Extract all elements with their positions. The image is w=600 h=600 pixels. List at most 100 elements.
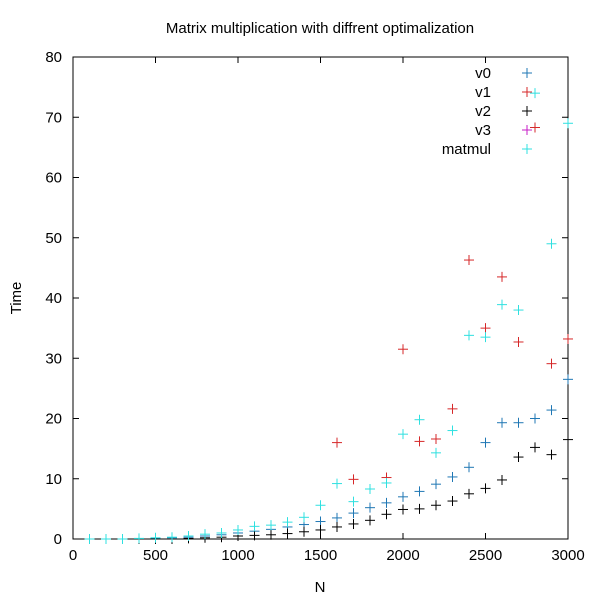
point-v1 — [447, 403, 458, 414]
point-v2 — [447, 496, 458, 507]
point-matmul — [563, 118, 573, 129]
point-matmul — [216, 527, 227, 538]
point-matmul — [332, 478, 342, 489]
point-matmul — [414, 414, 425, 425]
point-v1 — [398, 344, 408, 355]
point-v2 — [497, 474, 507, 485]
point-matmul — [84, 534, 95, 544]
point-v2 — [348, 518, 359, 529]
point-matmul — [233, 524, 243, 535]
point-matmul — [167, 532, 177, 543]
point-v0 — [315, 516, 326, 527]
point-v2 — [563, 434, 573, 445]
chart-title: Matrix multiplication with diffrent opti… — [166, 20, 474, 37]
point-v0 — [332, 512, 342, 523]
point-matmul — [348, 496, 359, 507]
point-v0 — [563, 374, 573, 385]
point-matmul — [266, 520, 276, 531]
point-v2 — [315, 524, 326, 535]
point-v2 — [282, 528, 293, 539]
point-v1 — [497, 271, 507, 282]
legend-marker-v3 — [522, 125, 532, 135]
point-v1 — [348, 474, 359, 485]
point-v2 — [398, 504, 408, 515]
axis-ticks: 0 500 1000 1500 2000 2500 3000 0 10 20 30 40 50 60 70 8… — [45, 49, 584, 564]
legend-label-matmul: matmul — [442, 141, 491, 158]
point-v2 — [414, 503, 425, 514]
x-tick-label: 1000 — [221, 547, 254, 564]
point-v0 — [447, 471, 458, 482]
point-matmul — [497, 299, 507, 310]
point-v2 — [530, 442, 540, 453]
point-v2 — [546, 449, 557, 460]
x-axis-label: N — [315, 579, 326, 596]
x-tick-label: 2000 — [386, 547, 419, 564]
point-v0 — [530, 413, 540, 424]
x-tick-label: 1500 — [304, 547, 337, 564]
point-matmul — [398, 429, 408, 440]
point-v2 — [480, 483, 491, 494]
point-v0 — [546, 405, 557, 416]
point-v1 — [530, 122, 540, 133]
point-matmul — [134, 533, 144, 544]
legend-marker-v2 — [522, 106, 532, 116]
x-tick-label: 3000 — [551, 547, 584, 564]
legend-marker-matmul — [522, 144, 532, 154]
y-tick-label: 70 — [45, 109, 62, 126]
legend-marker-v1 — [522, 87, 532, 97]
point-matmul — [299, 512, 309, 523]
point-v2 — [464, 488, 474, 499]
legend-marker-v0 — [522, 68, 532, 78]
point-matmul — [150, 532, 161, 543]
point-matmul — [183, 530, 194, 541]
point-v1 — [480, 323, 491, 334]
point-matmul — [513, 305, 524, 316]
point-matmul — [101, 534, 111, 544]
plot-area-border — [72, 56, 569, 540]
point-v2 — [381, 509, 392, 520]
point-matmul — [200, 529, 210, 540]
point-v1 — [563, 333, 573, 344]
point-v0 — [480, 437, 491, 448]
point-v1 — [431, 433, 441, 444]
y-tick-label: 80 — [45, 49, 62, 66]
data-points — [84, 88, 573, 544]
y-tick-label: 0 — [54, 531, 62, 548]
point-matmul — [381, 477, 392, 488]
point-v2 — [431, 500, 441, 511]
point-matmul — [464, 330, 474, 341]
point-matmul — [447, 425, 458, 436]
point-matmul — [431, 447, 441, 458]
legend-label-v2: v2 — [475, 103, 491, 120]
point-v2 — [365, 515, 375, 526]
point-matmul — [546, 238, 557, 249]
x-tick-label: 500 — [143, 547, 168, 564]
point-v1 — [546, 358, 557, 369]
point-matmul — [480, 332, 491, 343]
point-v2 — [299, 526, 309, 537]
point-matmul — [315, 500, 326, 511]
point-matmul — [249, 521, 260, 532]
y-tick-label: 10 — [45, 471, 62, 488]
point-v2 — [332, 521, 342, 532]
point-matmul — [365, 483, 375, 494]
y-tick-label: 50 — [45, 230, 62, 247]
point-v1 — [414, 436, 425, 447]
legend: v0 v1 v2 v3 matmul — [442, 65, 532, 158]
legend-label-v0: v0 — [475, 65, 491, 82]
point-v0 — [497, 417, 507, 428]
legend-label-v1: v1 — [475, 84, 491, 101]
point-matmul — [117, 534, 128, 544]
point-v0 — [513, 417, 524, 428]
point-v0 — [398, 491, 408, 502]
y-axis-label: Time — [8, 282, 25, 315]
x-tick-label: 2500 — [469, 547, 502, 564]
point-matmul — [530, 88, 540, 99]
x-tick-label: 0 — [69, 547, 77, 564]
point-v0 — [414, 486, 425, 497]
legend-label-v3: v3 — [475, 122, 491, 139]
point-v1 — [332, 437, 342, 448]
point-v0 — [431, 479, 441, 490]
y-tick-label: 20 — [45, 411, 62, 428]
